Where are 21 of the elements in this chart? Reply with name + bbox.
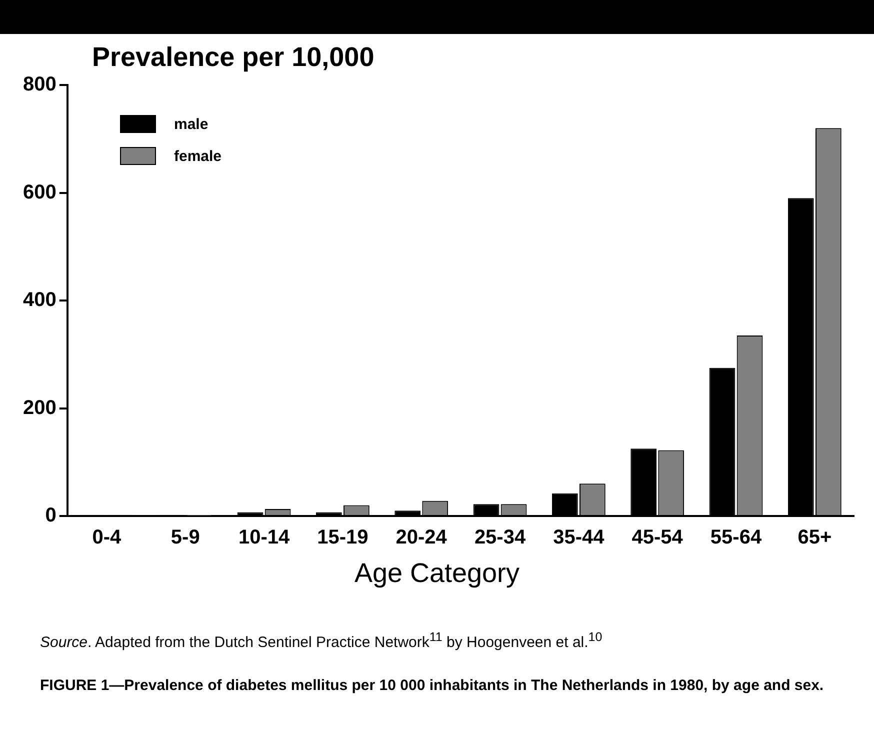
y-tick-label: 600 bbox=[22, 181, 56, 204]
x-tick-label: 55-64 bbox=[710, 526, 762, 549]
x-tick-label: 0-4 bbox=[92, 526, 122, 549]
y-axis-title: Prevalence per 10,000 bbox=[92, 42, 374, 73]
x-axis-title: Age Category bbox=[353, 558, 521, 589]
y-tick-label: 400 bbox=[22, 289, 56, 312]
x-tick-label: 20-24 bbox=[396, 526, 448, 549]
x-tick-label: 45-54 bbox=[632, 526, 684, 549]
text: FIGURE 1—Prevalence of diabetes mellitus per 10 000 inhabitants in The Netherlands in 1980, by age and sex. bbox=[40, 677, 825, 694]
y-tick-label: 200 bbox=[22, 396, 56, 419]
y-tick-label: 0 bbox=[45, 504, 56, 527]
source-note: Source. Adapted from the Dutch Sentinel Practice Network$^{11}$ by Hoogenveen et al.$^{10}$ bbox=[40, 630, 602, 651]
x-tick-label: 25-34 bbox=[474, 526, 526, 549]
x-tick-label: 35-44 bbox=[553, 526, 606, 549]
y-tick-label: 800 bbox=[22, 74, 56, 96]
x-tick-label: 10-14 bbox=[238, 526, 290, 549]
legend-label: male bbox=[174, 116, 208, 132]
x-tick-label: 5-9 bbox=[170, 526, 200, 549]
x-tick-label: 15-19 bbox=[317, 526, 368, 549]
legend-label: female bbox=[174, 148, 222, 164]
x-tick-label: 65+ bbox=[798, 526, 832, 549]
